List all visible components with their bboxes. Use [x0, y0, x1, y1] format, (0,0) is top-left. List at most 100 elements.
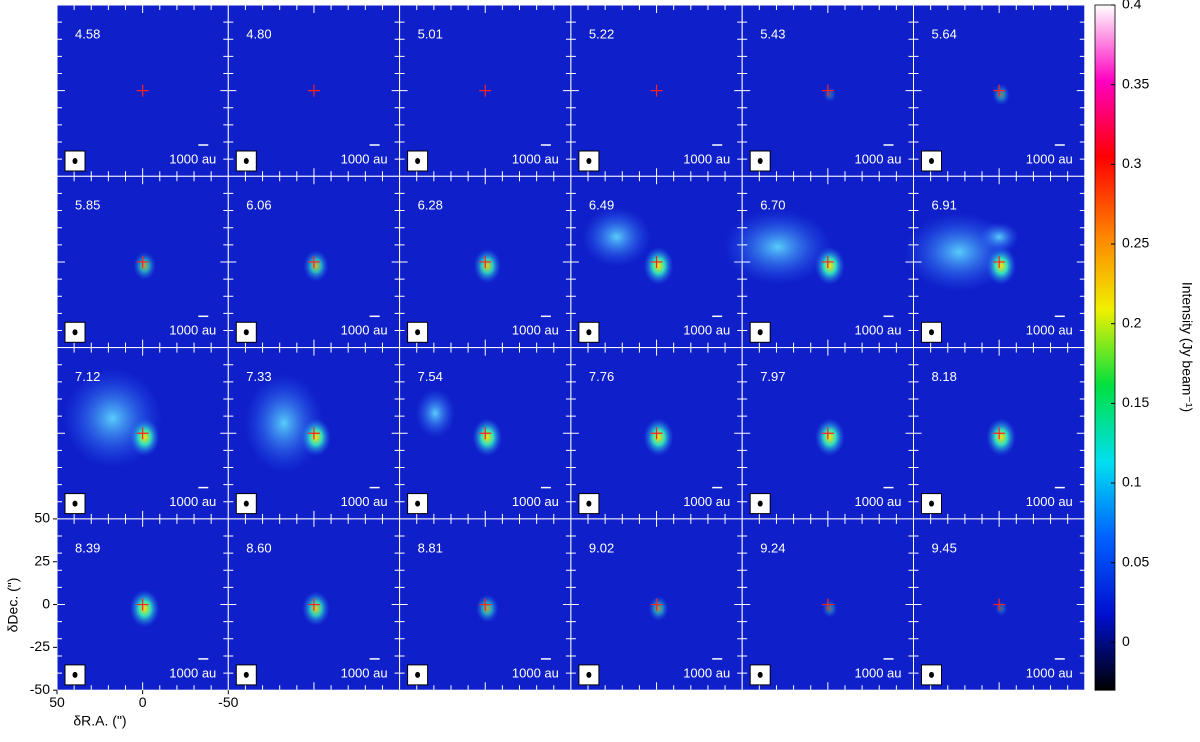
- minor-tick: [913, 5, 1085, 177]
- colorbar-tick-label: 0.35: [1122, 75, 1149, 91]
- channel-panel: 5.01 1000 au: [399, 4, 572, 177]
- minor-tick: [57, 518, 229, 691]
- minor-tick: [742, 347, 914, 519]
- minor-tick: [742, 5, 914, 177]
- scale-bar-label: 1000 au: [341, 665, 388, 680]
- minor-tick: [742, 176, 914, 348]
- emission: [979, 221, 1020, 252]
- minor-tick: [913, 5, 1085, 177]
- center-cross: [136, 84, 149, 97]
- velocity-label: 5.01: [418, 26, 443, 41]
- minor-tick: [913, 5, 1085, 177]
- minor-tick: [228, 347, 400, 519]
- channel-panel: 6.91 1000 au: [904, 175, 1086, 349]
- colorbar-tick-label: 0: [1122, 633, 1130, 649]
- minor-tick: [742, 176, 914, 348]
- velocity-label: 9.45: [932, 540, 957, 555]
- minor-tick: [913, 347, 1085, 519]
- minor-tick: [228, 518, 400, 691]
- minor-tick: [228, 176, 400, 348]
- channel-panel: 5.64 1000 au: [913, 4, 1086, 177]
- beam: [929, 329, 934, 336]
- minor-tick: [57, 347, 229, 519]
- emission-core: [986, 418, 1017, 457]
- y-tick-label: -50: [30, 681, 50, 697]
- center-cross: [307, 255, 320, 268]
- beam: [415, 329, 421, 336]
- minor-tick: [399, 518, 571, 691]
- velocity-label: 8.60: [246, 540, 271, 555]
- minor-tick: [913, 347, 1085, 519]
- minor-tick: [913, 518, 1085, 691]
- minor-tick: [742, 518, 914, 691]
- beam: [586, 500, 592, 507]
- beam: [757, 329, 763, 336]
- minor-tick: [228, 176, 400, 348]
- scale-bar-label: 1000 au: [855, 494, 902, 509]
- minor-tick: [570, 5, 743, 177]
- minor-tick: [570, 347, 743, 519]
- minor-tick: [570, 176, 743, 348]
- beam: [243, 158, 249, 164]
- emission-core: [814, 246, 845, 285]
- minor-tick: [913, 347, 1085, 519]
- scale-bar-label: 1000 au: [1026, 494, 1073, 509]
- channel-panel: 9.45 1000 au: [913, 518, 1086, 691]
- minor-tick: [913, 176, 1085, 348]
- beam: [243, 500, 249, 507]
- channel-panel: 7.76 1000 au: [570, 347, 743, 520]
- velocity-label: 5.43: [760, 26, 785, 41]
- minor-tick: [913, 5, 1085, 177]
- beam: [415, 671, 421, 678]
- velocity-label: 6.91: [932, 198, 957, 213]
- minor-tick: [913, 347, 1085, 519]
- minor-tick: [570, 347, 743, 519]
- minor-tick: [228, 518, 400, 691]
- minor-tick: [57, 518, 229, 691]
- minor-tick: [57, 176, 229, 348]
- minor-tick: [228, 5, 400, 177]
- minor-tick: [57, 176, 229, 348]
- beam: [415, 500, 421, 507]
- minor-tick: [570, 5, 743, 177]
- minor-tick: [742, 347, 914, 519]
- minor-tick: [399, 518, 571, 691]
- minor-tick: [57, 347, 229, 519]
- velocity-label: 8.81: [418, 540, 443, 555]
- center-cross: [650, 598, 663, 611]
- scale-bar-label: 1000 au: [855, 151, 902, 166]
- minor-tick: [742, 518, 914, 691]
- minor-tick: [57, 518, 229, 691]
- minor-tick: [742, 347, 914, 519]
- minor-tick: [742, 347, 914, 519]
- minor-tick: [228, 5, 400, 177]
- beam: [72, 671, 78, 678]
- minor-tick: [742, 518, 914, 691]
- minor-tick: [570, 518, 743, 691]
- minor-tick: [57, 347, 229, 519]
- minor-tick: [742, 518, 914, 691]
- velocity-label: 6.28: [418, 198, 443, 213]
- minor-tick: [57, 347, 229, 519]
- scale-bar-label: 1000 au: [512, 323, 559, 338]
- minor-tick: [399, 518, 571, 691]
- channel-panel: 6.06 1000 au: [227, 175, 401, 349]
- scale-bar-label: 1000 au: [683, 665, 730, 680]
- minor-tick: [399, 347, 571, 519]
- minor-tick: [742, 5, 914, 177]
- center-cross: [650, 427, 663, 440]
- minor-tick: [570, 176, 743, 348]
- minor-tick: [570, 347, 743, 519]
- emission-core: [133, 251, 157, 281]
- velocity-label: 7.54: [418, 369, 443, 384]
- minor-tick: [399, 5, 571, 177]
- emission-core: [300, 418, 331, 457]
- minor-tick: [399, 347, 571, 519]
- minor-tick: [570, 518, 743, 691]
- minor-tick: [742, 176, 914, 348]
- beam: [243, 329, 249, 336]
- minor-tick: [228, 5, 400, 177]
- channel-panel: 4.58 1000 au: [56, 4, 229, 177]
- minor-tick: [228, 176, 400, 348]
